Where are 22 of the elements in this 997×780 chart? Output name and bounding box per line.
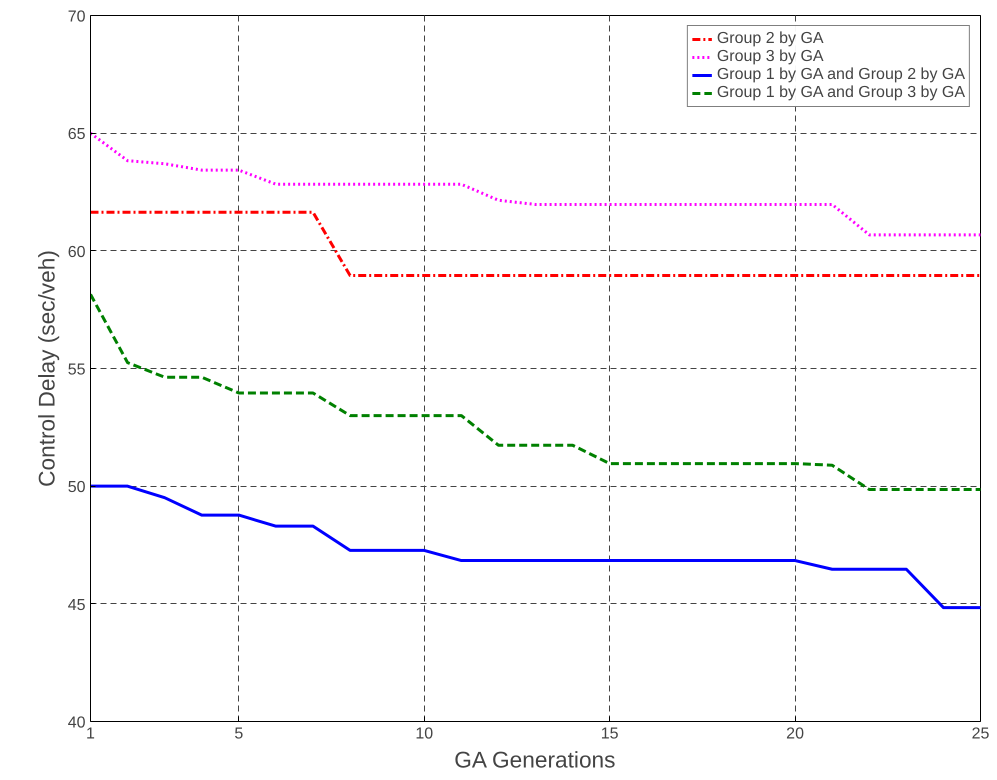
x-axis-title: GA Generations [454, 746, 616, 772]
x-tick-label: 25 [972, 726, 990, 742]
y-tick-label: 70 [68, 8, 86, 26]
line-series [90, 292, 980, 491]
x-tick-label: 5 [234, 726, 244, 742]
legend-label: Group 2 by GA [716, 30, 824, 48]
y-axis-title: Control Delay (sec/veh) [34, 250, 60, 487]
x-tick-label: 1 [86, 726, 96, 742]
x-tick-label: 10 [415, 726, 434, 742]
y-tick-label: 50 [68, 479, 86, 496]
line-series [90, 484, 980, 610]
y-tick-label: 60 [68, 244, 86, 261]
y-tick-label: 40 [68, 714, 86, 732]
line-series [90, 132, 980, 236]
legend-label: Group 1 by GA and Group 3 by GA [716, 84, 965, 102]
y-tick-label: 45 [68, 596, 86, 614]
x-tick-label: 15 [600, 726, 619, 742]
y-tick-label: 55 [68, 362, 86, 378]
legend-label: Group 1 by GA and Group 2 by GA [716, 66, 965, 84]
legend-label: Group 3 by GA [716, 48, 824, 66]
x-tick-label: 20 [786, 726, 804, 742]
y-tick-label: 65 [68, 126, 86, 144]
